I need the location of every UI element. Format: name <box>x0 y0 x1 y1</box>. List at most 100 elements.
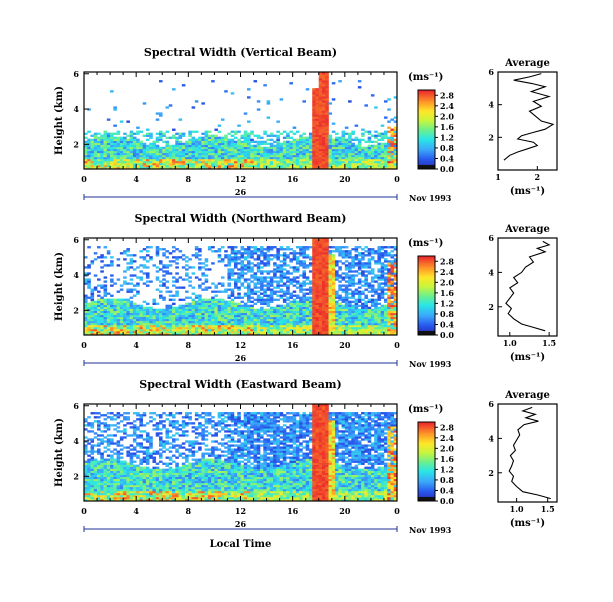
heatmap-cell <box>309 317 313 319</box>
heatmap-cell <box>250 297 254 299</box>
heatmap-cell <box>306 317 310 319</box>
heatmap-cell <box>276 248 280 250</box>
heatmap-cell <box>179 155 183 157</box>
heatmap-cell <box>244 272 248 274</box>
heatmap-cell <box>241 309 245 311</box>
heatmap-cell <box>322 270 326 272</box>
heatmap-cell <box>152 303 156 305</box>
heatmap-cell <box>254 323 258 325</box>
heatmap-cell <box>387 254 391 256</box>
heatmap-cell <box>351 301 355 303</box>
heatmap-cell <box>205 141 209 143</box>
heatmap-cell <box>377 321 381 323</box>
heatmap-cell <box>309 246 313 248</box>
heatmap-cell <box>351 264 355 266</box>
heatmap-cell <box>329 297 333 299</box>
heatmap-cell <box>198 145 202 147</box>
heatmap-cell <box>371 145 375 147</box>
heatmap-cell <box>241 321 245 323</box>
heatmap-cell <box>247 301 251 303</box>
heatmap-cell <box>169 309 173 311</box>
heatmap-cell <box>312 297 316 299</box>
heatmap-cell <box>387 98 391 100</box>
heatmap-cell <box>319 278 323 280</box>
heatmap-cell <box>260 159 264 161</box>
panel-title: Spectral Width (Northward Beam) <box>135 212 347 225</box>
heatmap-cell <box>315 325 319 327</box>
heatmap-cell <box>342 256 346 258</box>
heatmap-cell <box>315 131 319 133</box>
heatmap-cell <box>100 254 104 256</box>
heatmap-cell <box>263 262 267 264</box>
heatmap-cell <box>221 284 225 286</box>
heatmap-cell <box>322 291 326 293</box>
heatmap-cell <box>309 270 313 272</box>
heatmap-cell <box>267 100 271 102</box>
heatmap-cell <box>182 325 186 327</box>
heatmap-cell <box>315 252 319 254</box>
heatmap-cell <box>286 315 290 317</box>
heatmap-cell <box>211 147 215 149</box>
heatmap-cell <box>377 254 381 256</box>
heatmap-cell <box>315 256 319 258</box>
y-axis-label: Height (km) <box>54 252 65 321</box>
heatmap-cell <box>390 329 394 331</box>
heatmap-cell <box>273 309 277 311</box>
heatmap-cell <box>117 309 121 311</box>
heatmap-cell <box>152 329 156 331</box>
heatmap-cell <box>299 252 303 254</box>
heatmap-cell <box>267 260 271 262</box>
panel-title: Spectral Width (Vertical Beam) <box>144 46 337 59</box>
heatmap-cell <box>136 139 140 141</box>
heatmap-cell <box>211 151 215 153</box>
heatmap-cell <box>179 137 183 139</box>
heatmap-cell <box>87 329 91 331</box>
heatmap-cell <box>166 315 170 317</box>
heatmap-cell <box>283 293 287 295</box>
heatmap-cell <box>250 280 254 282</box>
heatmap-cell <box>315 114 319 116</box>
heatmap-cell <box>325 108 329 110</box>
heatmap-cell <box>325 268 329 270</box>
heatmap-cell <box>94 317 98 319</box>
heatmap-cell <box>355 317 359 319</box>
heatmap-cell <box>312 276 316 278</box>
heatmap-cell <box>286 319 290 321</box>
heatmap-cell <box>244 293 248 295</box>
heatmap-cell <box>104 276 108 278</box>
heatmap-cell <box>329 139 333 141</box>
heatmap-cell <box>100 303 104 305</box>
heatmap-cell <box>104 159 108 161</box>
heatmap-cell <box>322 98 326 100</box>
heatmap-cell <box>231 295 235 297</box>
heatmap-cell <box>302 327 306 329</box>
heatmap-cell <box>280 329 284 331</box>
heatmap-cell <box>293 159 297 161</box>
heatmap-cell <box>110 149 114 151</box>
heatmap-cell <box>315 274 319 276</box>
heatmap-cell <box>345 254 349 256</box>
heatmap-cell <box>87 280 91 282</box>
heatmap-cell <box>172 163 176 165</box>
heatmap-cell <box>143 155 147 157</box>
heatmap-cell <box>371 94 375 96</box>
heatmap-cell <box>254 313 258 315</box>
heatmap-cell <box>351 165 355 167</box>
heatmap-cell <box>325 133 329 135</box>
heatmap-cell <box>110 264 114 266</box>
heatmap-cell <box>342 153 346 155</box>
heatmap-cell <box>315 129 319 131</box>
heatmap-cell <box>270 331 274 333</box>
heatmap-cell <box>260 293 264 295</box>
heatmap-cell <box>345 165 349 167</box>
heatmap-cell <box>315 301 319 303</box>
heatmap-cell <box>205 311 209 313</box>
heatmap-cell <box>276 305 280 307</box>
heatmap-cell <box>286 149 290 151</box>
heatmap-cell <box>120 299 124 301</box>
heatmap-cell <box>247 307 251 309</box>
heatmap-cell <box>355 309 359 311</box>
heatmap-cell <box>172 157 176 159</box>
heatmap-cell <box>241 159 245 161</box>
heatmap-cell <box>120 313 124 315</box>
